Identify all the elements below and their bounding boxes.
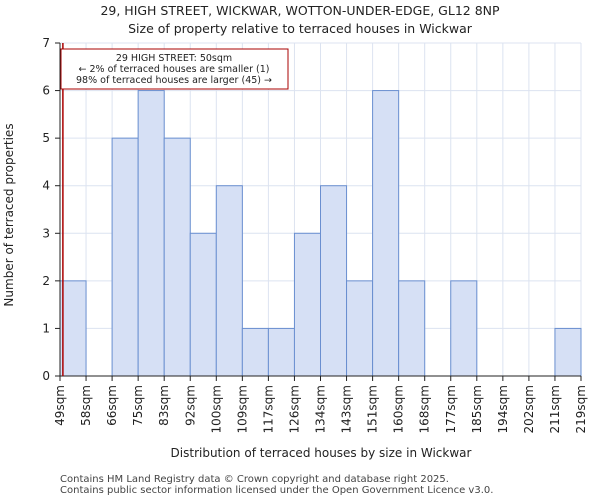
- bar-49sqm: [59, 280, 87, 377]
- y-tick-label-5: 5: [42, 131, 50, 145]
- y-tick-label-4: 4: [42, 179, 50, 193]
- x-tick-label-117sqm: 117sqm: [261, 385, 275, 433]
- annotation-line-1: 29 HIGH STREET: 50sqm: [116, 53, 232, 64]
- chart-title: 29, HIGH STREET, WICKWAR, WOTTON-UNDER-E…: [100, 3, 500, 18]
- x-tick-label-219sqm: 219sqm: [574, 385, 588, 433]
- bar-134sqm: [320, 185, 348, 377]
- x-tick-label-160sqm: 160sqm: [392, 385, 406, 433]
- annotation-line-3: 98% of terraced houses are larger (45) →: [76, 75, 272, 86]
- histogram-chart: 0 1 2 3 4 5 6 7 49sqm 58sqm 66sqm 75sqm 83sqm 92sqm 10…: [2, 36, 588, 460]
- x-tick-label-202sqm: 202sqm: [522, 385, 536, 433]
- x-tick-label-100sqm: 100sqm: [209, 385, 223, 433]
- y-tick-label-3: 3: [42, 226, 50, 240]
- y-tick-label-7: 7: [42, 36, 50, 50]
- bar-177sqm: [450, 280, 478, 377]
- bar-160sqm: [398, 280, 426, 377]
- x-tick-label-211sqm: 211sqm: [548, 385, 562, 433]
- y-tick-label-0: 0: [42, 369, 50, 383]
- x-tick-label-75sqm: 75sqm: [131, 385, 145, 426]
- annotation-box: 29 HIGH STREET: 50sqm ← 2% of terraced h…: [60, 48, 289, 90]
- bar-151sqm: [372, 90, 400, 377]
- x-tick-label-151sqm: 151sqm: [366, 385, 380, 433]
- x-axis-label: Distribution of terraced houses by size …: [171, 446, 472, 460]
- y-tick-label-2: 2: [42, 274, 50, 288]
- x-tick-label-177sqm: 177sqm: [444, 385, 458, 433]
- x-tick-label-58sqm: 58sqm: [79, 385, 93, 426]
- x-tick-label-83sqm: 83sqm: [157, 385, 171, 426]
- annotation-line-2: ← 2% of terraced houses are smaller (1): [79, 64, 270, 75]
- x-tick-label-194sqm: 194sqm: [496, 385, 510, 433]
- chart-subtitle: Size of property relative to terraced ho…: [128, 21, 472, 36]
- x-tick-label-92sqm: 92sqm: [183, 385, 197, 426]
- x-tick-label-109sqm: 109sqm: [235, 385, 249, 433]
- bar-75sqm: [137, 90, 165, 377]
- y-tick-label-1: 1: [42, 321, 50, 335]
- bar-100sqm: [215, 185, 243, 377]
- bar-211sqm: [554, 327, 582, 377]
- bar-83sqm: [163, 137, 191, 377]
- x-tick-label-134sqm: 134sqm: [314, 385, 328, 433]
- y-axis-label: Number of terraced properties: [2, 123, 16, 306]
- x-tick-label-185sqm: 185sqm: [470, 385, 484, 433]
- bar-92sqm: [189, 232, 217, 377]
- y-tick-label-6: 6: [42, 84, 50, 98]
- x-tick-label-49sqm: 49sqm: [53, 385, 67, 426]
- x-tick-label-168sqm: 168sqm: [418, 385, 432, 433]
- footer-licence: Contains public sector information licen…: [60, 485, 494, 496]
- bar-126sqm: [293, 232, 322, 377]
- bar-109sqm: [241, 327, 269, 377]
- x-tick-label-126sqm: 126sqm: [287, 385, 301, 433]
- bar-117sqm: [267, 327, 295, 377]
- x-tick-label-66sqm: 66sqm: [105, 385, 119, 426]
- bar-143sqm: [346, 280, 374, 377]
- bar-66sqm: [111, 137, 139, 377]
- footer-copyright: Contains HM Land Registry data © Crown c…: [60, 474, 449, 485]
- x-tick-label-143sqm: 143sqm: [340, 385, 354, 433]
